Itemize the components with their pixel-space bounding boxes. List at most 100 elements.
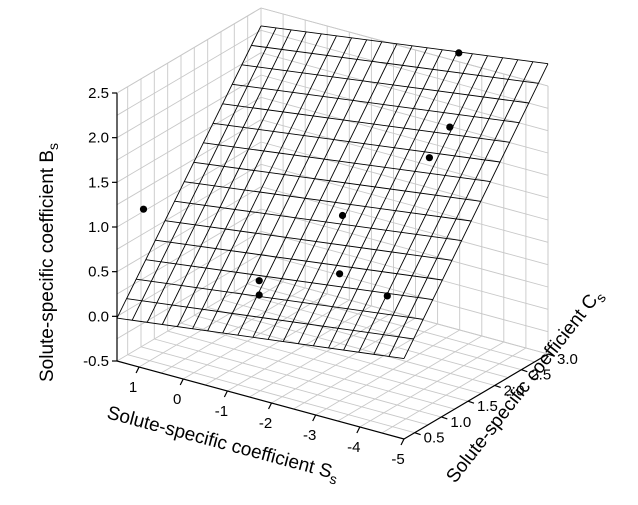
plane-mesh-line: [388, 61, 534, 357]
plane-mesh-line: [131, 27, 277, 321]
z-tick-label: 2.0: [88, 130, 109, 147]
plane-mesh-line: [203, 142, 491, 183]
plane-mesh-line: [184, 181, 472, 222]
z-tick-label: 0.0: [88, 308, 109, 325]
x-tick-label: 0: [173, 391, 181, 408]
x-tick-mark: [268, 402, 273, 410]
x-tick-label: -4: [347, 439, 360, 456]
plane-mesh-line: [403, 63, 549, 359]
plane-mesh-line: [207, 37, 353, 332]
data-point: [455, 49, 463, 57]
plane-mesh-line: [267, 45, 413, 340]
grid-line: [116, 96, 262, 183]
plane-mesh-line: [232, 83, 520, 124]
x-tick-label: -5: [391, 451, 404, 468]
grid-line: [220, 299, 509, 379]
z-tick-label: 2.5: [88, 85, 109, 102]
plane-mesh-line: [136, 278, 424, 320]
plane-mesh-line: [237, 41, 383, 336]
grid-line: [260, 163, 549, 243]
y-tick-mark: [441, 416, 448, 420]
grid-line: [260, 74, 549, 154]
axes-frame: [116, 7, 549, 440]
grid-line: [194, 314, 482, 394]
plane-mesh-line: [241, 64, 529, 104]
grid-line: [234, 291, 522, 371]
y-axis-line: [403, 353, 549, 440]
grid-line: [260, 253, 549, 333]
grid-line: [260, 119, 549, 199]
grid-line: [260, 208, 549, 288]
y-tick-mark: [494, 384, 501, 389]
plane-mesh-line: [328, 53, 473, 349]
y-tick-label: 3.0: [557, 351, 578, 368]
x-tick-label: -2: [259, 415, 272, 432]
data-points: [139, 49, 463, 300]
x-tick-label: 1: [129, 379, 137, 396]
grid-line: [127, 354, 415, 434]
plane-mesh-line: [222, 39, 368, 334]
grid-line: [116, 141, 262, 228]
box-edge: [116, 7, 262, 94]
plane-mesh-line: [373, 59, 519, 355]
plane-mesh-line: [116, 317, 405, 360]
plane-mesh-line: [222, 103, 510, 143]
y-tick-mark: [547, 353, 555, 357]
z-tick-label: -0.5: [83, 353, 109, 370]
data-point: [255, 291, 263, 299]
plane-mesh-line: [212, 122, 501, 163]
plane-mesh-line: [252, 43, 398, 338]
plane-mesh-line: [343, 55, 489, 351]
y-tick-label: 1.5: [477, 398, 498, 415]
grid-line: [167, 330, 455, 410]
z-tick-label: 1.5: [88, 174, 109, 191]
plane-mesh-line: [176, 33, 322, 327]
box-edge: [260, 7, 549, 87]
grid-line: [116, 186, 262, 273]
plane-mesh-line: [146, 29, 292, 323]
y-tick-label: 2.0: [504, 382, 525, 399]
grid-line: [260, 230, 549, 310]
data-point: [383, 292, 391, 300]
y-tick-label: 2.5: [530, 367, 551, 384]
x-axis-line: [116, 360, 405, 440]
plane-mesh-line: [161, 31, 307, 325]
plane-mesh-line: [312, 51, 458, 346]
plane-mesh-line: [251, 44, 539, 84]
grid-line: [140, 346, 429, 426]
data-point: [425, 154, 433, 162]
data-point: [139, 205, 148, 213]
grid-line: [247, 283, 535, 363]
grid-line: [260, 96, 549, 176]
tick-labels: -0.5 0.0 0.5 1.0 1.5 2.0 2.5 1 0 -1 -2 -3 -4 -5 0.5 1.0…: [83, 85, 578, 468]
grid-line: [154, 338, 442, 418]
x-tick-label: -1: [215, 403, 228, 420]
x-tick-mark: [135, 366, 140, 374]
plane-mesh-line: [358, 57, 504, 353]
data-point: [336, 270, 344, 278]
back-wall-grids: [116, 7, 549, 440]
fitted-plane-mesh: [116, 25, 549, 360]
z-tick-label: 1.0: [88, 219, 109, 236]
y-tick-mark: [467, 400, 475, 404]
plane-mesh-line: [126, 298, 414, 340]
x-tick-mark: [312, 414, 317, 422]
grid-line: [207, 307, 495, 386]
data-point: [338, 211, 347, 220]
plane-mesh-line: [297, 49, 443, 344]
y-tick-label: 0.5: [424, 430, 445, 447]
grid-line: [116, 52, 262, 139]
x-tick-mark: [356, 426, 361, 434]
plane-mesh-line: [164, 220, 453, 261]
y-tick-label: 1.0: [450, 414, 471, 431]
plane-mesh-line: [155, 239, 443, 281]
x-tick-label: -3: [303, 427, 316, 444]
grid-line: [180, 322, 469, 402]
plane-mesh-line: [260, 25, 549, 65]
plane-mesh-line: [193, 161, 481, 202]
x-tick-mark: [400, 438, 405, 446]
grid-line: [260, 141, 549, 221]
plane-mesh-line: [282, 47, 428, 342]
grid-line: [260, 52, 549, 132]
